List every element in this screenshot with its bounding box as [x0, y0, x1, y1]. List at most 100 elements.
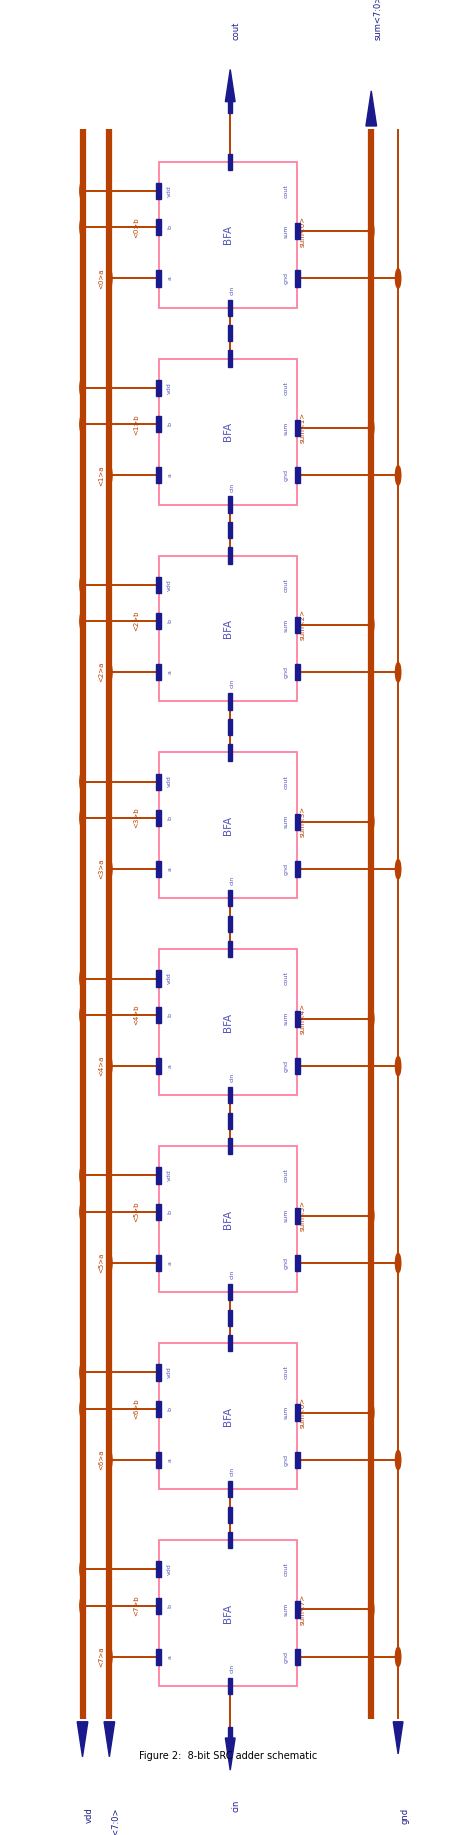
- Text: b: b: [167, 1209, 172, 1215]
- Text: sum<7>: sum<7>: [299, 1595, 305, 1626]
- Circle shape: [106, 859, 112, 879]
- Bar: [156, 468, 161, 483]
- Circle shape: [106, 466, 112, 484]
- Bar: [228, 1086, 232, 1103]
- Text: a: a: [167, 277, 172, 281]
- Bar: [158, 1343, 297, 1490]
- Text: <7>b: <7>b: [133, 1595, 139, 1617]
- Bar: [294, 617, 299, 633]
- Text: a: a: [167, 1064, 172, 1068]
- Bar: [228, 941, 232, 958]
- Bar: [156, 1059, 161, 1073]
- Bar: [228, 547, 232, 563]
- Bar: [156, 1451, 161, 1468]
- Bar: [294, 1207, 299, 1224]
- Circle shape: [80, 1165, 85, 1185]
- Circle shape: [394, 1057, 400, 1075]
- Bar: [156, 1598, 161, 1615]
- Polygon shape: [365, 92, 376, 127]
- Text: sum: sum: [283, 1406, 288, 1418]
- Circle shape: [106, 662, 112, 683]
- Circle shape: [80, 773, 85, 791]
- Circle shape: [80, 1398, 85, 1418]
- Text: <0>b: <0>b: [133, 217, 139, 239]
- Bar: [294, 1602, 299, 1618]
- Text: BFA: BFA: [222, 1407, 233, 1426]
- Circle shape: [80, 809, 85, 828]
- Circle shape: [80, 415, 85, 435]
- Circle shape: [106, 1450, 112, 1470]
- Bar: [156, 1650, 161, 1664]
- Bar: [156, 809, 161, 826]
- Text: cin: cin: [229, 1466, 234, 1475]
- Text: sum: sum: [283, 422, 288, 435]
- Circle shape: [368, 1206, 373, 1226]
- Bar: [294, 1011, 299, 1028]
- Text: cin: cin: [229, 1270, 234, 1279]
- Circle shape: [80, 611, 85, 631]
- Circle shape: [106, 268, 112, 288]
- Bar: [294, 1255, 299, 1272]
- Bar: [158, 1147, 297, 1292]
- Circle shape: [80, 969, 85, 989]
- Text: sum<0>: sum<0>: [299, 215, 305, 246]
- Circle shape: [394, 662, 400, 683]
- Bar: [228, 1138, 232, 1154]
- Text: <0>a: <0>a: [98, 268, 104, 288]
- Circle shape: [394, 268, 400, 288]
- Circle shape: [80, 182, 85, 200]
- Text: sum: sum: [283, 1602, 288, 1617]
- Text: a: a: [167, 1655, 172, 1659]
- Text: <4>a: <4>a: [98, 1055, 104, 1077]
- Text: vdd: vdd: [167, 382, 172, 395]
- Bar: [156, 971, 161, 987]
- Text: a: a: [167, 868, 172, 872]
- Text: gnd: gnd: [399, 1807, 409, 1824]
- Circle shape: [80, 1006, 85, 1024]
- Text: b: b: [167, 618, 172, 624]
- Text: <6>a: <6>a: [98, 1450, 104, 1470]
- Text: BFA: BFA: [222, 618, 233, 639]
- Polygon shape: [225, 1738, 235, 1771]
- Bar: [294, 664, 299, 681]
- Text: vdd: vdd: [167, 973, 172, 984]
- Circle shape: [106, 1253, 112, 1273]
- Bar: [294, 1451, 299, 1468]
- Polygon shape: [104, 1721, 115, 1756]
- Text: <2>a: <2>a: [98, 662, 104, 683]
- Circle shape: [106, 1648, 112, 1666]
- Text: BFA: BFA: [222, 422, 233, 440]
- Text: gnd: gnd: [283, 1061, 288, 1072]
- Text: <1>a: <1>a: [98, 464, 104, 486]
- Bar: [156, 270, 161, 286]
- Text: sum<4>: sum<4>: [299, 1004, 305, 1035]
- Text: vdd: vdd: [167, 1367, 172, 1378]
- Bar: [158, 161, 297, 308]
- Bar: [228, 325, 232, 341]
- Text: cout: cout: [231, 22, 240, 40]
- Bar: [228, 694, 232, 710]
- Text: cin: cin: [229, 679, 234, 688]
- Bar: [228, 890, 232, 906]
- Text: cin: cin: [229, 1664, 234, 1674]
- Bar: [294, 1059, 299, 1073]
- Bar: [228, 1481, 232, 1497]
- Text: cout: cout: [283, 1562, 288, 1576]
- Bar: [294, 861, 299, 877]
- Bar: [228, 97, 232, 114]
- Text: cout: cout: [283, 1365, 288, 1380]
- Text: sum<2>: sum<2>: [299, 609, 305, 640]
- Bar: [228, 1677, 232, 1694]
- Circle shape: [368, 1600, 373, 1618]
- Text: sum<1>: sum<1>: [299, 413, 305, 444]
- Text: sum<3>: sum<3>: [299, 806, 305, 837]
- Circle shape: [80, 1560, 85, 1580]
- Bar: [158, 949, 297, 1095]
- Text: cout: cout: [283, 1169, 288, 1182]
- Text: vdd: vdd: [167, 578, 172, 591]
- Circle shape: [80, 574, 85, 595]
- Text: sum: sum: [283, 224, 288, 239]
- Bar: [228, 1336, 232, 1351]
- Circle shape: [394, 859, 400, 879]
- Polygon shape: [225, 70, 235, 101]
